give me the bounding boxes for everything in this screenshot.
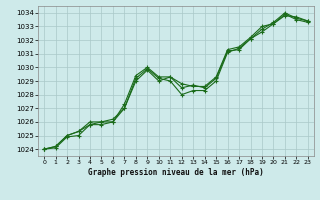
X-axis label: Graphe pression niveau de la mer (hPa): Graphe pression niveau de la mer (hPa) (88, 168, 264, 177)
